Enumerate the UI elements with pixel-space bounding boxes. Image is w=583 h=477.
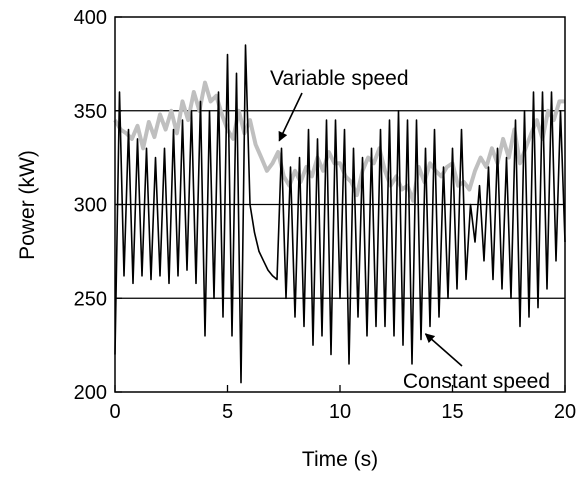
tick-labels: 0 5 10 15 20 200 250 300 350 400: [74, 7, 577, 423]
y-tick-label: 200: [74, 382, 107, 404]
annotation-constant-speed: Constant speed: [403, 370, 550, 393]
x-tick-label: 10: [329, 401, 351, 423]
series-line-variable-speed: [113, 80, 565, 203]
annotations: Variable speed Constant speed: [270, 67, 550, 393]
axis-ticks: [114, 16, 566, 393]
annotation-variable-speed: Variable speed: [270, 67, 409, 90]
x-tick-label: 20: [554, 401, 576, 423]
x-axis-label: Time (s): [302, 448, 378, 471]
y-axis-label: Power (kW): [16, 150, 39, 260]
x-tick-label: 0: [109, 401, 120, 423]
series-line-constant-speed: [114, 44, 566, 384]
arrow-constant-speed: [424, 333, 463, 367]
y-tick-label: 300: [74, 195, 107, 217]
x-tick-label: 5: [222, 401, 233, 423]
y-tick-label: 400: [74, 7, 107, 29]
y-tick-label: 350: [74, 101, 107, 123]
y-tick-label: 250: [74, 288, 107, 310]
series-layer: [113, 44, 566, 384]
x-tick-label: 15: [441, 401, 463, 423]
arrow-variable-speed: [278, 92, 303, 142]
